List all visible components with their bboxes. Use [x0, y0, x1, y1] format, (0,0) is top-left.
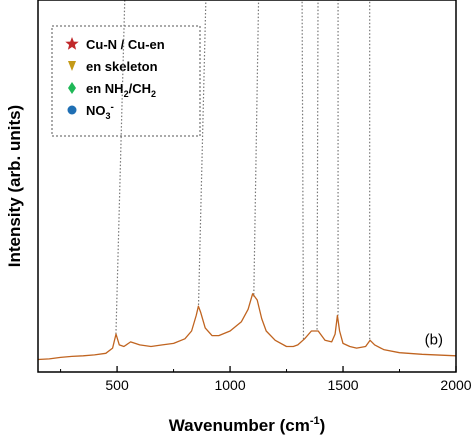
plot-area: (a)(b): [37, 0, 457, 361]
legend-label-4: NO3-: [86, 102, 114, 121]
legend-marker-4: [67, 105, 77, 115]
x-tick-label-2000: 2000: [440, 377, 471, 393]
legend-marker-3: [68, 82, 76, 94]
x-tick-label-500: 500: [105, 377, 129, 393]
legend-marker-2: [68, 61, 76, 71]
legend-frame: [51, 25, 201, 137]
x-axis: 500 1000 1500 2000: [60, 366, 472, 393]
x-tick-label-1500: 1500: [327, 377, 358, 393]
x-axis-title: Wavenumber (cm-1): [169, 415, 326, 435]
legend-label-1: Cu-N / Cu-en: [86, 37, 165, 52]
correlation-line-3: [253, 0, 260, 297]
legend: Cu-N / Cu-en en skeleton en NH2/CH2 NO3-: [51, 25, 201, 137]
y-axis-title: Intensity (arb. units): [5, 105, 24, 267]
legend-marker-1: [65, 37, 79, 50]
correlation-line-5: [316, 0, 319, 332]
trace-label-b: (b): [425, 331, 443, 348]
legend-label-2: en skeleton: [86, 59, 158, 74]
correlation-line-2: [197, 0, 207, 310]
legend-label-3: en NH2/CH2: [86, 81, 156, 99]
spectrum-line-b: [37, 293, 457, 361]
plot-frame: [37, 0, 457, 373]
correlation-line-4: [301, 0, 305, 341]
x-tick-label-1000: 1000: [214, 377, 245, 393]
